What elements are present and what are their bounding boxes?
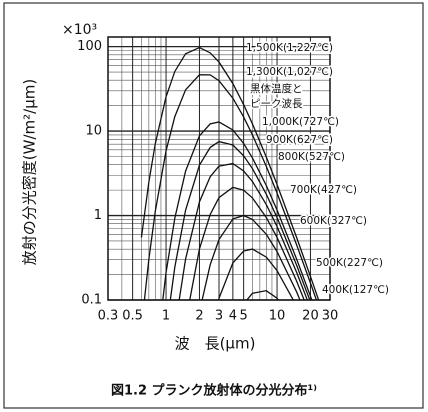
curve <box>140 46 320 300</box>
x-tick-label: 30 <box>322 309 339 324</box>
x-tick-label: 5 <box>239 309 247 324</box>
curve <box>162 121 313 300</box>
y-tick-label: 100 <box>77 39 102 54</box>
annotation: ピーク波長 <box>250 97 303 110</box>
curve <box>245 289 280 300</box>
x-tick-label: 3 <box>215 309 223 324</box>
series-label: 600K(327℃) <box>300 215 367 227</box>
series-label: 1,500K(1,227℃) <box>246 42 333 54</box>
curve <box>178 162 309 300</box>
x-tick-label: 0.3 <box>98 309 119 324</box>
x-tick-label: 20 <box>302 309 319 324</box>
curve <box>201 214 301 300</box>
caption: 図1.2 プランク放射体の分光分布¹⁾ <box>111 383 317 399</box>
frame <box>3 2 424 409</box>
curve <box>189 186 305 300</box>
annotation: 黒体温度と <box>250 82 303 95</box>
y-tick-label: 10 <box>85 124 102 139</box>
curves <box>140 46 320 300</box>
series-label: 700K(427℃) <box>290 184 357 196</box>
x-tick-label: 4 <box>229 309 237 324</box>
curve <box>143 74 318 300</box>
series-label: 900K(627℃) <box>266 134 333 146</box>
y-tick-label: 1 <box>94 208 102 223</box>
series-label: 1,000K(727℃) <box>262 116 339 128</box>
series-label: 800K(527℃) <box>278 151 345 163</box>
x-tick-label: 1 <box>162 309 170 324</box>
x-axis-label: 波 長(μm) <box>175 335 256 353</box>
curve <box>217 248 295 300</box>
series-label: 400K(127℃) <box>322 284 389 296</box>
series-label: 500K(227℃) <box>316 257 383 269</box>
curve <box>169 140 311 300</box>
x-tick-label: 0.5 <box>122 309 143 324</box>
y-tick-label: 0.1 <box>81 293 102 308</box>
x-tick-label: 2 <box>195 309 203 324</box>
y-multiplier: ×10³ <box>62 22 97 38</box>
series-label: 1,300K(1,027℃) <box>246 66 333 78</box>
y-axis-label: 放射の分光密度(W/m²/μm) <box>21 79 39 265</box>
x-tick-label: 10 <box>269 309 286 324</box>
